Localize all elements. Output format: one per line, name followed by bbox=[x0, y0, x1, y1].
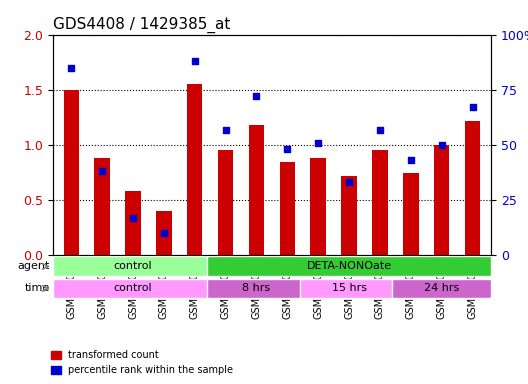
Bar bbox=[156, 211, 172, 255]
Bar bbox=[63, 90, 79, 255]
Point bbox=[407, 157, 415, 164]
Text: 24 hrs: 24 hrs bbox=[424, 283, 459, 293]
Bar bbox=[434, 145, 449, 255]
Point bbox=[67, 65, 76, 71]
FancyBboxPatch shape bbox=[300, 278, 399, 298]
Bar bbox=[218, 151, 233, 255]
Legend: transformed count, percentile rank within the sample: transformed count, percentile rank withi… bbox=[47, 346, 238, 379]
Text: agent: agent bbox=[17, 262, 50, 271]
FancyBboxPatch shape bbox=[53, 278, 213, 298]
Bar bbox=[342, 176, 357, 255]
Point bbox=[468, 104, 477, 111]
Bar bbox=[95, 158, 110, 255]
Point bbox=[283, 146, 291, 152]
Bar bbox=[280, 162, 295, 255]
Point bbox=[221, 126, 230, 132]
Text: control: control bbox=[114, 283, 153, 293]
Point bbox=[129, 215, 137, 221]
Point bbox=[314, 140, 323, 146]
Point bbox=[191, 58, 199, 64]
Text: 15 hrs: 15 hrs bbox=[332, 283, 366, 293]
Bar bbox=[125, 191, 141, 255]
Point bbox=[345, 179, 353, 185]
Bar bbox=[310, 158, 326, 255]
FancyBboxPatch shape bbox=[392, 278, 491, 298]
Point bbox=[98, 169, 107, 175]
Text: 8 hrs: 8 hrs bbox=[242, 283, 270, 293]
Bar bbox=[372, 151, 388, 255]
Text: DETA-NONOate: DETA-NONOate bbox=[307, 262, 392, 271]
Bar bbox=[187, 84, 202, 255]
Text: time: time bbox=[24, 283, 50, 293]
FancyBboxPatch shape bbox=[207, 257, 491, 276]
FancyBboxPatch shape bbox=[207, 278, 306, 298]
Point bbox=[252, 93, 261, 99]
Bar bbox=[249, 125, 264, 255]
Text: GDS4408 / 1429385_at: GDS4408 / 1429385_at bbox=[53, 17, 230, 33]
Bar bbox=[403, 172, 419, 255]
Point bbox=[376, 126, 384, 132]
Text: control: control bbox=[114, 262, 153, 271]
FancyBboxPatch shape bbox=[53, 257, 213, 276]
Point bbox=[437, 142, 446, 148]
Bar bbox=[465, 121, 480, 255]
Point bbox=[159, 230, 168, 237]
